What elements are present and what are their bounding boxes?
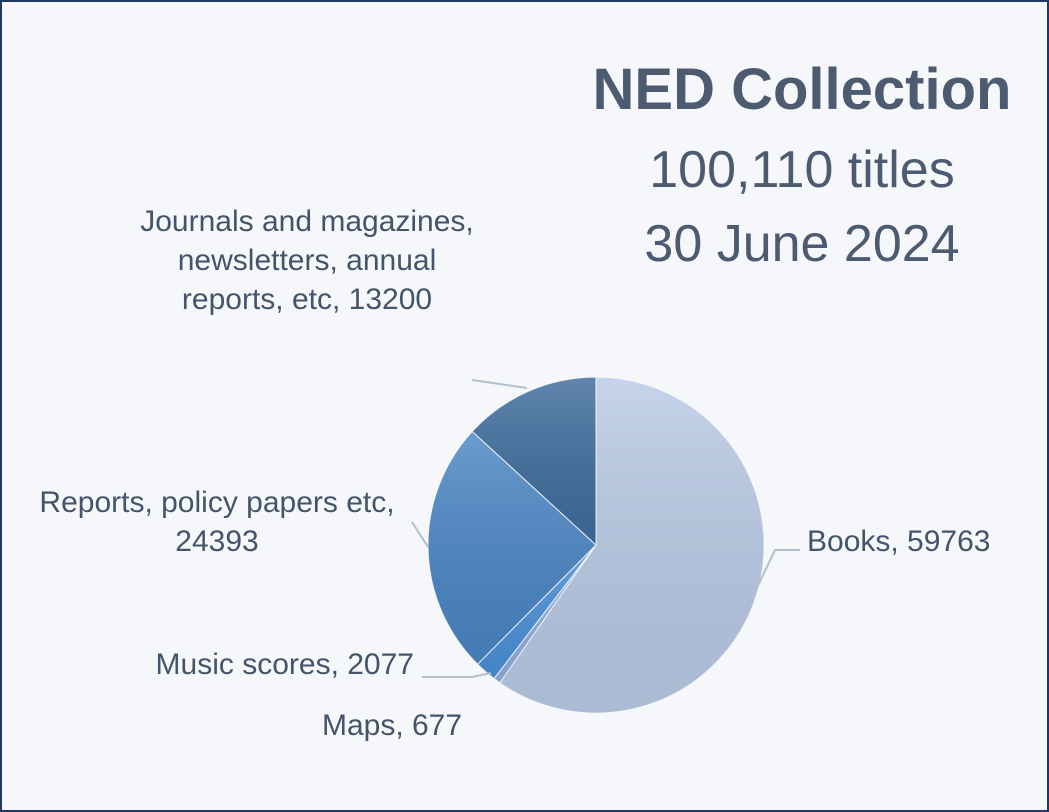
leader-line xyxy=(753,549,800,595)
chart-subtitle: 100,110 titles xyxy=(649,141,955,199)
data-label: Reports, policy papers etc, 24393 xyxy=(39,486,395,558)
data-label: Books, 59763 xyxy=(807,525,991,558)
leader-line xyxy=(422,672,492,678)
data-label: Journals and magazines, newsletters, ann… xyxy=(140,205,474,316)
leader-line xyxy=(471,379,528,389)
chart-title: NED Collection xyxy=(592,57,1012,122)
data-label: Music scores, 2077 xyxy=(155,648,414,681)
slice-shading xyxy=(472,377,596,545)
slice-shading xyxy=(427,431,596,665)
leader-lines xyxy=(411,379,800,678)
leader-line xyxy=(411,521,429,548)
chart-subtitle: 30 June 2024 xyxy=(644,215,960,273)
slice-shading xyxy=(477,545,596,679)
slice-shading xyxy=(499,377,765,713)
data-label: Maps, 677 xyxy=(321,709,463,742)
slice-shading xyxy=(494,545,596,683)
